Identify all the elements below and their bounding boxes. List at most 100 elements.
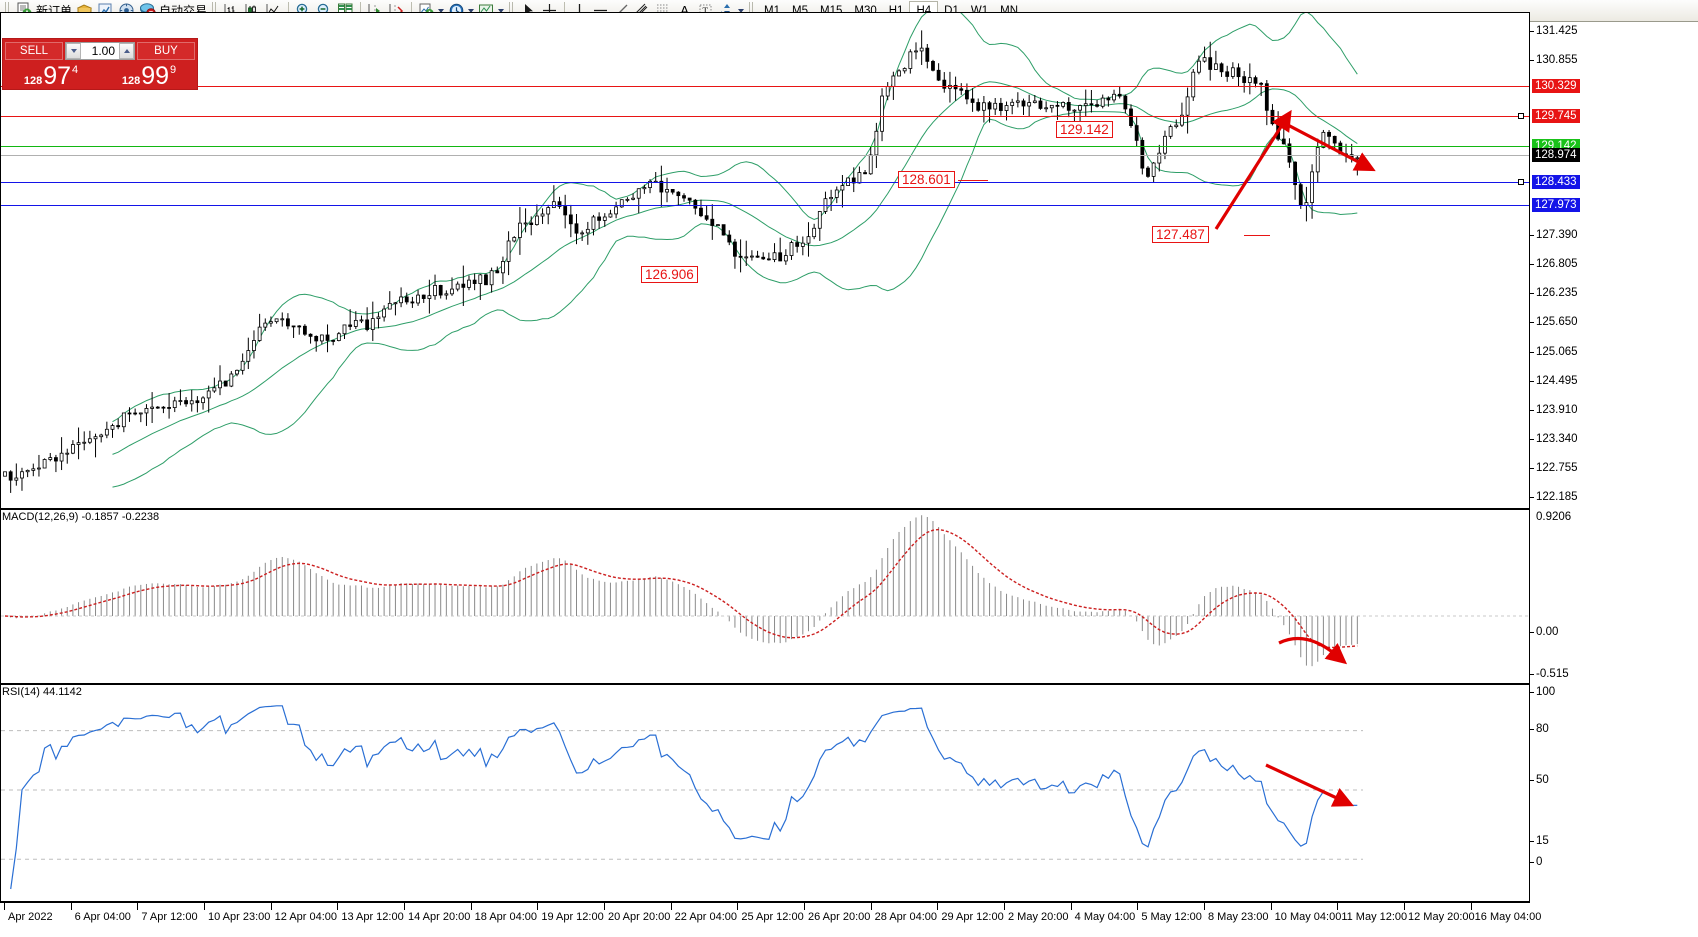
price-level-handle[interactable] bbox=[1518, 178, 1524, 185]
volume-decrease-button[interactable] bbox=[66, 43, 81, 59]
buy-price-display[interactable]: 128 99 9 bbox=[101, 61, 197, 89]
date-tick-mark bbox=[937, 903, 939, 910]
volume-stepper[interactable]: 1.00 bbox=[65, 42, 135, 60]
buy-price-big: 99 bbox=[141, 62, 170, 90]
date-tick-mark bbox=[1270, 903, 1272, 910]
date-tick-mark bbox=[870, 903, 872, 910]
price-chart-canvas bbox=[3, 13, 1360, 493]
rsi-pane[interactable] bbox=[0, 684, 1530, 902]
toolbar-grip-2[interactable] bbox=[212, 1, 219, 20]
horizontal-line-button[interactable] bbox=[590, 1, 611, 21]
price-level-label[interactable]: 130.329 bbox=[1532, 79, 1580, 94]
text-icon: A bbox=[680, 3, 689, 18]
date-tick-mark bbox=[470, 903, 472, 910]
price-tick-label: 131.425 bbox=[1536, 24, 1578, 37]
cursor-button[interactable] bbox=[518, 1, 539, 21]
auto-trading-icon bbox=[140, 3, 156, 18]
price-level-label[interactable]: 128.974 bbox=[1532, 147, 1580, 162]
date-axis: Apr 2022 6 Apr 04:00 7 Apr 12:00 10 Apr 23:… bbox=[0, 902, 1541, 937]
date-tick-mark bbox=[1004, 903, 1005, 910]
rsi-tick-mark bbox=[1530, 841, 1534, 842]
rsi-arrow[interactable] bbox=[1265, 763, 1355, 807]
sell-price-display[interactable]: 128 97 4 bbox=[3, 61, 99, 89]
text-button[interactable]: A bbox=[674, 1, 695, 21]
sell-price-big: 97 bbox=[43, 62, 72, 90]
macd-chart-canvas bbox=[1, 515, 1529, 667]
date-tick-mark bbox=[1137, 903, 1139, 910]
macd-tick-label: 0.9206 bbox=[1536, 511, 1572, 523]
date-tick-label: Apr 2022 bbox=[8, 911, 53, 923]
date-tick-mark bbox=[537, 903, 539, 910]
date-tick-mark bbox=[204, 903, 205, 910]
sell-button[interactable]: SELL bbox=[5, 42, 63, 60]
rsi-tick-label: 80 bbox=[1536, 723, 1549, 735]
chevron-down-icon bbox=[70, 49, 77, 53]
volume-input[interactable]: 1.00 bbox=[91, 44, 115, 58]
toolbar-grip-4[interactable] bbox=[749, 1, 756, 20]
price-tick-label: 122.755 bbox=[1536, 462, 1578, 475]
date-tick-mark bbox=[604, 903, 605, 910]
macd-tick-label: -0.515 bbox=[1536, 668, 1569, 680]
price-level-line[interactable] bbox=[1, 181, 1529, 183]
price-tick-label: 126.235 bbox=[1536, 286, 1578, 299]
date-tick-label: 5 May 12:00 bbox=[1141, 911, 1202, 923]
date-tick-mark bbox=[737, 903, 739, 910]
price-level-handle[interactable] bbox=[1518, 112, 1524, 119]
price-tick-mark bbox=[1530, 497, 1534, 499]
price-level-line[interactable] bbox=[1, 115, 1529, 117]
date-tick-mark bbox=[337, 903, 339, 910]
price-level-label[interactable]: 127.973 bbox=[1532, 198, 1580, 213]
macd-pane[interactable] bbox=[0, 509, 1530, 684]
drawn-arrows-layer[interactable] bbox=[1, 13, 1529, 508]
date-tick-label: 18 Apr 04:00 bbox=[474, 911, 538, 923]
sell-price-fraction: 4 bbox=[72, 64, 79, 76]
price-annotation[interactable]: 128.601 bbox=[898, 170, 955, 188]
date-tick-label: 11 May 12:00 bbox=[1341, 911, 1408, 923]
macd-arrow[interactable] bbox=[1278, 636, 1348, 665]
periodicity-chevron-down-icon[interactable] bbox=[468, 8, 475, 13]
date-tick-mark bbox=[4, 903, 5, 910]
price-level-label[interactable]: 129.745 bbox=[1532, 108, 1580, 123]
date-tick-mark bbox=[670, 903, 672, 910]
price-tick-mark bbox=[1530, 30, 1534, 32]
price-tick-label: 125.065 bbox=[1536, 345, 1578, 358]
date-tick-mark bbox=[804, 903, 805, 910]
navigator-button[interactable] bbox=[116, 1, 137, 21]
date-tick-label: 22 Apr 04:00 bbox=[674, 911, 738, 923]
date-tick-mark bbox=[404, 903, 405, 910]
macd-indicator-label: MACD(12,26,9) -0.1857 -0.2238 bbox=[2, 511, 160, 523]
price-tick-label: 123.910 bbox=[1536, 404, 1578, 417]
buy-button[interactable]: BUY bbox=[137, 42, 195, 60]
indicators-chevron-down-icon[interactable] bbox=[438, 8, 445, 13]
rsi-tick-label: 0 bbox=[1536, 856, 1543, 868]
price-annotation[interactable]: 129.142 bbox=[1056, 121, 1113, 138]
toolbar-separator-3 bbox=[411, 1, 413, 20]
price-tick-label: 122.185 bbox=[1536, 491, 1578, 504]
rsi-tick-mark bbox=[1530, 780, 1534, 781]
price-tick-label: 126.805 bbox=[1536, 258, 1578, 271]
annotation-leader-line bbox=[958, 179, 988, 181]
price-axis[interactable]: 131.425 130.855 127.390 126.805 126.235 125.6… bbox=[1530, 0, 1698, 937]
price-tick-label: 127.390 bbox=[1536, 228, 1578, 241]
price-annotation[interactable]: 127.487 bbox=[1152, 225, 1209, 243]
one-click-trading-panel[interactable]: SELL 1.00 BUY 128 97 4 128 99 9 bbox=[2, 38, 198, 90]
rsi-tick-mark bbox=[1530, 729, 1534, 730]
arrows-chevron-down-icon[interactable] bbox=[738, 8, 745, 13]
price-level-line[interactable] bbox=[1, 205, 1529, 207]
svg-text:T: T bbox=[703, 6, 709, 16]
price-level-line[interactable] bbox=[1, 146, 1529, 148]
rsi-tick-mark bbox=[1530, 692, 1534, 693]
price-pane[interactable]: 126.906 128.601 129.142 127.487 bbox=[0, 12, 1530, 509]
price-level-line[interactable] bbox=[1, 154, 1529, 156]
toolbar-grip[interactable] bbox=[5, 1, 11, 20]
date-tick-label: 10 May 04:00 bbox=[1274, 911, 1342, 923]
price-level-line[interactable] bbox=[1, 86, 1529, 88]
toolbar-grip-3[interactable] bbox=[509, 1, 516, 20]
volume-increase-button[interactable] bbox=[119, 43, 134, 59]
date-tick-label: 19 Apr 12:00 bbox=[541, 911, 604, 923]
price-divider bbox=[99, 61, 101, 89]
templates-chevron-down-icon[interactable] bbox=[498, 8, 505, 13]
price-annotation[interactable]: 126.906 bbox=[641, 265, 698, 283]
price-level-label[interactable]: 128.433 bbox=[1532, 174, 1580, 189]
date-tick-label: 25 Apr 12:00 bbox=[741, 911, 804, 923]
